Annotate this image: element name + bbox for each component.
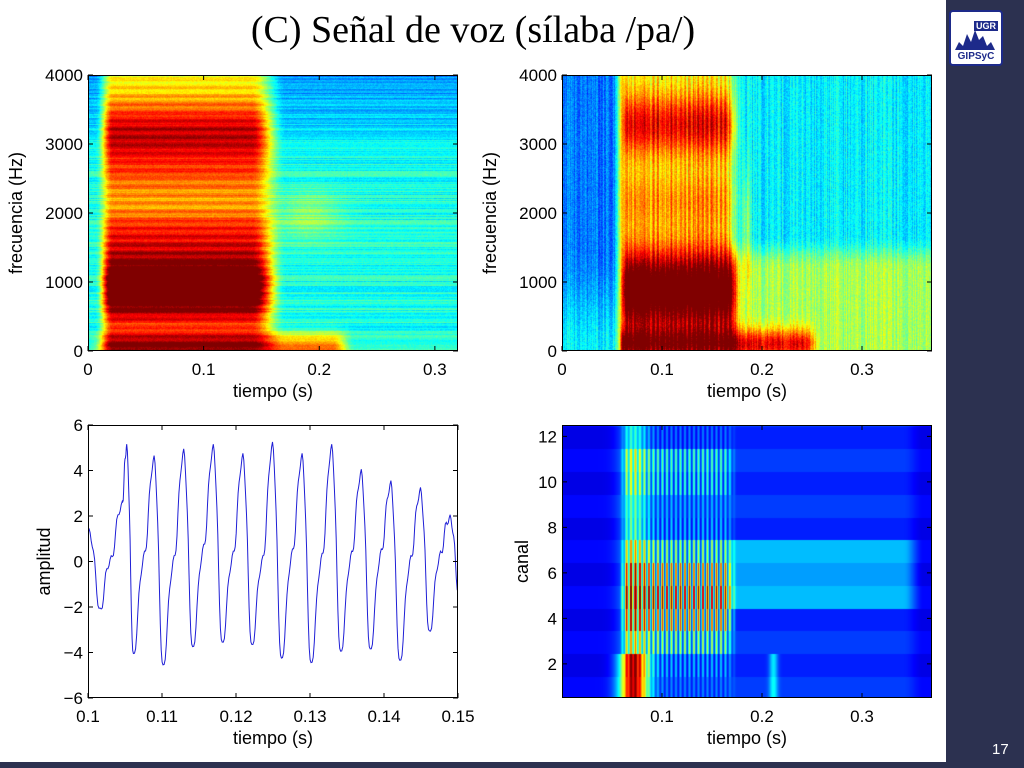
spectrogram-wideband-ylabel: frecuencia (Hz) — [6, 152, 26, 274]
x-tick-label: 0.1 — [650, 707, 674, 726]
y-tick-label: 4 — [548, 609, 557, 628]
cochleagram-xlabel: tiempo (s) — [707, 728, 787, 748]
y-tick-label: 0 — [548, 342, 557, 361]
y-tick-label: 2000 — [519, 204, 557, 223]
bottom-divider — [0, 762, 946, 768]
y-tick-label: 12 — [538, 427, 557, 446]
x-tick-label: 0.1 — [76, 707, 100, 726]
x-tick-label: 0.11 — [146, 707, 178, 726]
x-tick-label: 0.3 — [850, 707, 874, 726]
y-tick-label: 4000 — [519, 66, 557, 85]
waveform-line — [89, 441, 457, 666]
spectrogram-narrowband-heatmap — [563, 76, 931, 350]
y-tick-label: 4 — [74, 462, 83, 481]
waveform-svg — [89, 441, 457, 666]
spectrogram-wideband-plot-area — [88, 75, 458, 351]
y-tick-label: 1000 — [45, 273, 83, 292]
x-tick-label: 0.3 — [423, 360, 447, 379]
y-tick-label: 2 — [74, 507, 83, 526]
x-tick-label: 0.1 — [650, 360, 674, 379]
slide-title: (C) Señal de voz (sílaba /pa/) — [250, 9, 696, 51]
x-tick-label: 0.2 — [750, 707, 774, 726]
y-tick-label: −6 — [64, 689, 83, 708]
x-tick-label: 0.2 — [307, 360, 331, 379]
y-tick-label: 6 — [74, 416, 83, 435]
y-tick-label: 0 — [74, 342, 83, 361]
x-tick-label: 0.2 — [750, 360, 774, 379]
cochleagram-plot-area — [562, 425, 932, 698]
logo-gipsyc-text: GIPSyC — [957, 51, 995, 62]
y-tick-label: 3000 — [45, 135, 83, 154]
sidebar — [946, 0, 1024, 768]
y-tick-label: 2000 — [45, 204, 83, 223]
y-tick-label: 10 — [538, 473, 557, 492]
logo-emblem-icon — [955, 30, 995, 50]
waveform-xlabel: tiempo (s) — [233, 728, 313, 748]
x-tick-label: 0.1 — [192, 360, 216, 379]
y-tick-label: 8 — [548, 518, 557, 537]
x-tick-label: 0.12 — [219, 707, 252, 726]
logo-ugr-text: UGR — [974, 21, 998, 31]
spectrogram-narrowband-ylabel: frecuencia (Hz) — [480, 152, 500, 274]
cochleagram-ylabel: canal — [512, 540, 532, 583]
cochleagram-heatmap — [563, 426, 931, 697]
x-tick-label: 0.15 — [441, 707, 474, 726]
y-tick-label: 1000 — [519, 273, 557, 292]
spectrogram-wideband-heatmap — [89, 76, 457, 350]
x-tick-label: 0 — [557, 360, 566, 379]
page-number: 17 — [992, 741, 1009, 758]
x-tick-label: 0.3 — [850, 360, 874, 379]
y-tick-label: 6 — [548, 564, 557, 583]
x-tick-label: 0.14 — [367, 707, 400, 726]
spectrogram-narrowband-xlabel: tiempo (s) — [707, 381, 787, 401]
waveform-ylabel: amplitud — [34, 527, 54, 595]
y-tick-label: −4 — [64, 644, 83, 663]
spectrogram-wideband-xlabel: tiempo (s) — [233, 381, 313, 401]
gipsyc-logo: UGR GIPSyC — [949, 10, 1003, 66]
y-tick-label: 0 — [74, 553, 83, 572]
y-tick-label: 4000 — [45, 66, 83, 85]
spectrogram-narrowband-plot-area — [562, 75, 932, 351]
y-tick-label: 2 — [548, 655, 557, 674]
x-tick-label: 0 — [83, 360, 92, 379]
y-tick-label: 3000 — [519, 135, 557, 154]
y-tick-label: −2 — [64, 598, 83, 617]
x-tick-label: 0.13 — [293, 707, 326, 726]
